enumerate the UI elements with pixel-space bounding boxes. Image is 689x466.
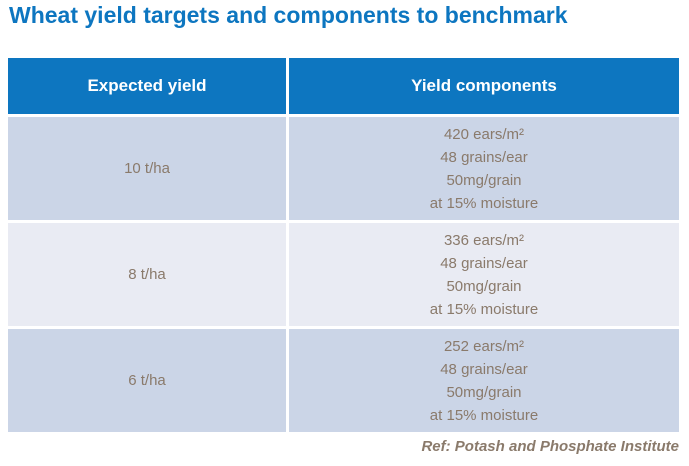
component-line: at 15% moisture (429, 300, 539, 318)
component-line: 50mg/grain (446, 383, 522, 401)
component-line: 48 grains/ear (440, 254, 528, 272)
component-line: 48 grains/ear (440, 360, 528, 378)
expected-yield-cell-row1: 10 t/ha (8, 117, 286, 220)
column-header-expected-yield: Expected yield (8, 58, 286, 114)
yield-components-cell-row2: 336 ears/m² 48 grains/ear 50mg/grain at … (289, 223, 679, 326)
column-header-yield-components: Yield components (289, 58, 679, 114)
component-line: at 15% moisture (429, 194, 539, 212)
component-line: 420 ears/m² (443, 125, 525, 143)
component-line: 336 ears/m² (443, 231, 525, 249)
expected-yield-cell-row2: 8 t/ha (8, 223, 286, 326)
component-line: 50mg/grain (446, 277, 522, 295)
yield-table: Expected yield Yield components 10 t/ha … (8, 58, 679, 432)
yield-components-cell-row1: 420 ears/m² 48 grains/ear 50mg/grain at … (289, 117, 679, 220)
component-line: 50mg/grain (446, 171, 522, 189)
yield-components-cell-row3: 252 ears/m² 48 grains/ear 50mg/grain at … (289, 329, 679, 432)
component-line: 48 grains/ear (440, 148, 528, 166)
component-line: at 15% moisture (429, 406, 539, 424)
expected-yield-cell-row3: 6 t/ha (8, 329, 286, 432)
reference-text: Ref: Potash and Phosphate Institute (421, 438, 679, 455)
page-title: Wheat yield targets and components to be… (9, 2, 568, 28)
component-line: 252 ears/m² (443, 337, 525, 355)
